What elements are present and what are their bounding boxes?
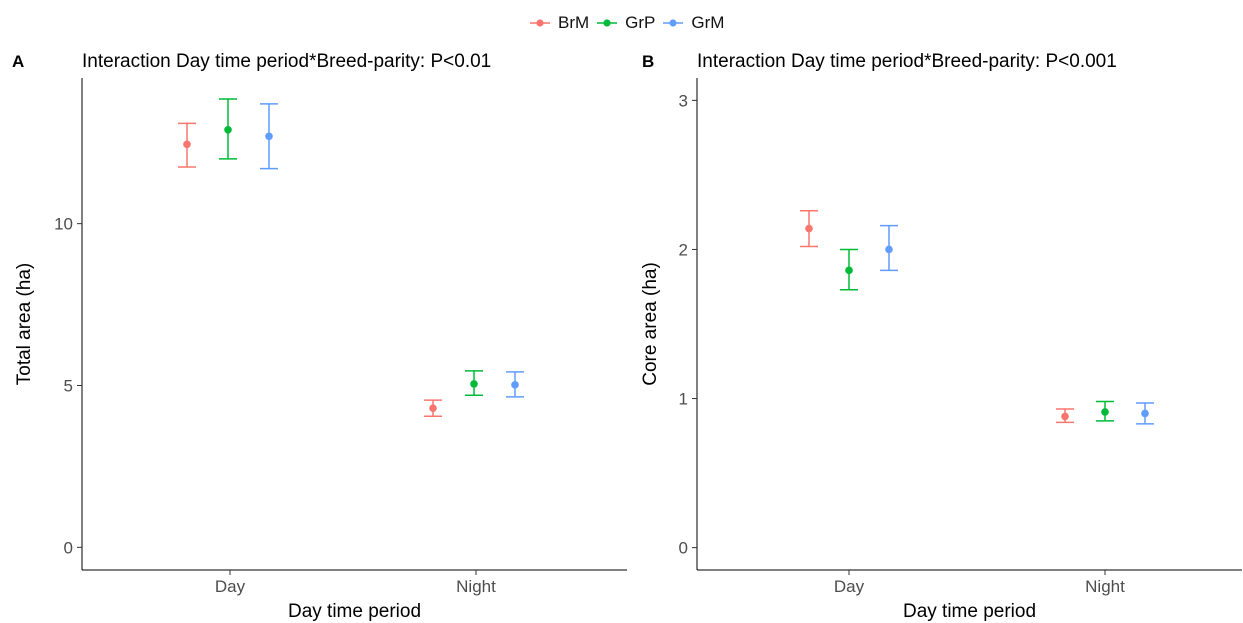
x-axis-label: Day time period xyxy=(903,601,1036,622)
data-point-brm xyxy=(805,224,813,233)
chart-panel-a: A Interaction Day time period*Breed-parit… xyxy=(12,51,627,622)
data-point-grp xyxy=(224,125,232,134)
data-point-brm xyxy=(183,140,191,149)
data-point-grm xyxy=(1141,409,1149,418)
legend-key-marker xyxy=(663,19,684,27)
panel-label: B xyxy=(642,52,654,71)
chart-panel-b: B Interaction Day time period*Breed-parit… xyxy=(640,51,1242,622)
data-point-grm xyxy=(885,245,893,254)
y-axis-label: Core area (ha) xyxy=(640,262,661,386)
y-axis-label: Total area (ha) xyxy=(14,263,35,386)
x-tick-label: Night xyxy=(1085,577,1125,596)
data-point-grp xyxy=(470,380,478,388)
data-point-grm xyxy=(511,381,519,389)
data-point-grm xyxy=(265,132,273,141)
x-tick-label: Day xyxy=(834,577,865,596)
legend-label: GrP xyxy=(625,13,656,32)
chart-title: Interaction Day time period*Breed-parity… xyxy=(82,51,491,72)
chart-legend: BrM GrP GrM xyxy=(528,8,726,38)
data-point-brm xyxy=(1061,412,1069,421)
y-tick-label: 10 xyxy=(54,215,73,234)
data-point-grp xyxy=(1101,408,1109,416)
y-tick-label: 0 xyxy=(64,538,73,557)
y-tick-label: 3 xyxy=(679,91,688,110)
legend-item-grm: GrM xyxy=(661,12,724,34)
data-point-brm xyxy=(429,404,437,412)
legend-key-marker xyxy=(597,19,618,27)
legend-item-grp: GrP xyxy=(595,12,655,34)
legend-label: GrM xyxy=(691,13,725,32)
y-tick-label: 2 xyxy=(679,240,688,259)
panel-label: A xyxy=(12,52,24,71)
legend-key-marker xyxy=(530,19,550,27)
legend-label: BrM xyxy=(558,13,590,32)
y-tick-label: 5 xyxy=(64,377,73,396)
y-tick-label: 0 xyxy=(679,539,688,558)
x-tick-label: Night xyxy=(456,577,496,596)
chart-title: Interaction Day time period*Breed-parity… xyxy=(697,51,1117,72)
x-tick-label: Day xyxy=(215,577,246,596)
legend-item-brm: BrM xyxy=(528,12,589,34)
y-tick-label: 1 xyxy=(679,390,688,409)
data-point-grp xyxy=(845,266,853,275)
x-axis-label: Day time period xyxy=(288,601,421,622)
